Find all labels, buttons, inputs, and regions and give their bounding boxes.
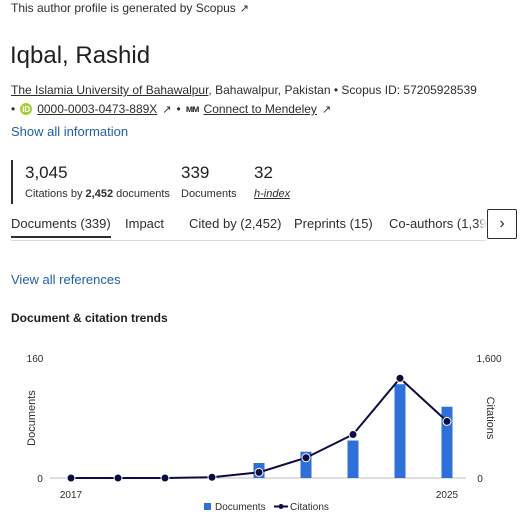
citations-point: [301, 453, 311, 463]
documents-bar: [394, 384, 406, 478]
legend-documents-label: Documents: [215, 502, 266, 513]
documents-bar: [347, 440, 359, 478]
documents-value: 339: [181, 163, 210, 182]
hindex-label[interactable]: h-index: [254, 188, 291, 200]
orcid-link[interactable]: 0000-0003-0473-889X: [37, 102, 158, 116]
orcid-icon: iD: [20, 103, 33, 115]
tab-cited-by[interactable]: Cited by (2,452): [189, 216, 282, 231]
documents-bar: [300, 451, 312, 478]
y-right-tick-label: 0: [477, 474, 483, 485]
tab-impact[interactable]: Impact: [125, 216, 165, 231]
external-link-icon: ↗: [239, 2, 250, 15]
external-link-icon: ↗: [162, 103, 172, 116]
author-name: Iqbal, Rashid: [10, 42, 151, 69]
legend-documents-swatch: [204, 503, 211, 510]
hindex-metric[interactable]: 32 h-index: [254, 163, 290, 200]
citations-point: [207, 472, 217, 482]
trend-chart: 160 0 1,600 0 2017 2025 Documents Citations Docu…: [26, 354, 502, 513]
view-all-references-link[interactable]: View all references: [11, 272, 121, 287]
y-left-tick-label: 0: [37, 474, 43, 485]
documents-bar: [441, 406, 453, 478]
tabs-next-button[interactable]: ›: [487, 209, 517, 239]
citations-value: 3,045: [25, 163, 68, 182]
notice-text: This author profile is generated by Scop…: [11, 1, 236, 15]
y-right-tick-label: 1,600: [476, 354, 501, 365]
citations-label: Citations by 2,452 documents: [25, 188, 170, 200]
bullet-separator: •: [11, 102, 16, 116]
citations-point: [113, 473, 123, 483]
citations-metric: 3,045 Citations by 2,452 documents: [25, 163, 170, 200]
y-right-axis-title: Citations: [484, 397, 496, 440]
location-text: , Bahawalpur, Pakistan: [208, 83, 331, 97]
mendeley-link[interactable]: Connect to Mendeley: [203, 102, 317, 116]
y-left-axis-title: Documents: [26, 390, 38, 446]
links-line: • iD 0000-0003-0473-889X ↗ • ᴍᴍ Connect …: [11, 102, 331, 116]
trend-title: Document & citation trends: [11, 311, 168, 325]
tab-co-authors[interactable]: Co-authors (1,391): [389, 216, 499, 231]
citations-point: [395, 373, 405, 383]
x-tick-label: 2017: [60, 490, 83, 501]
bullet-separator: •: [176, 102, 181, 116]
external-link-icon: ↗: [321, 103, 332, 116]
legend-citations-label: Citations: [290, 502, 329, 513]
documents-metric: 339 Documents: [181, 163, 237, 200]
citations-point: [348, 430, 358, 439]
y-left-tick-label: 160: [27, 354, 44, 365]
scopus-notice[interactable]: This author profile is generated by Scop…: [11, 1, 249, 15]
citations-point: [160, 473, 170, 483]
metrics-panel: 3,045 Citations by 2,452 documents 339 D…: [11, 160, 290, 204]
show-all-information-link[interactable]: Show all information: [11, 124, 129, 139]
bullet-separator: •: [333, 83, 342, 97]
x-tick-label: 2025: [436, 490, 459, 501]
tab-preprints[interactable]: Preprints (15): [294, 216, 373, 231]
citations-point: [66, 473, 76, 483]
legend-citations-marker: [278, 504, 284, 509]
hindex-value: 32: [254, 163, 273, 182]
profile-tabs: Documents (339) Impact Cited by (2,452) …: [11, 214, 498, 241]
chevron-right-icon: ›: [499, 215, 505, 232]
affiliation-link[interactable]: The Islamia University of Bahawalpur: [11, 83, 209, 97]
affiliation-line: The Islamia University of Bahawalpur, Ba…: [11, 83, 477, 97]
citations-point: [254, 467, 264, 477]
citations-point: [442, 416, 452, 426]
tab-documents[interactable]: Documents (339): [11, 216, 111, 238]
mendeley-icon: ᴍᴍ: [185, 103, 200, 115]
documents-label: Documents: [181, 188, 237, 200]
scopus-id: Scopus ID: 57205928539: [341, 83, 477, 97]
